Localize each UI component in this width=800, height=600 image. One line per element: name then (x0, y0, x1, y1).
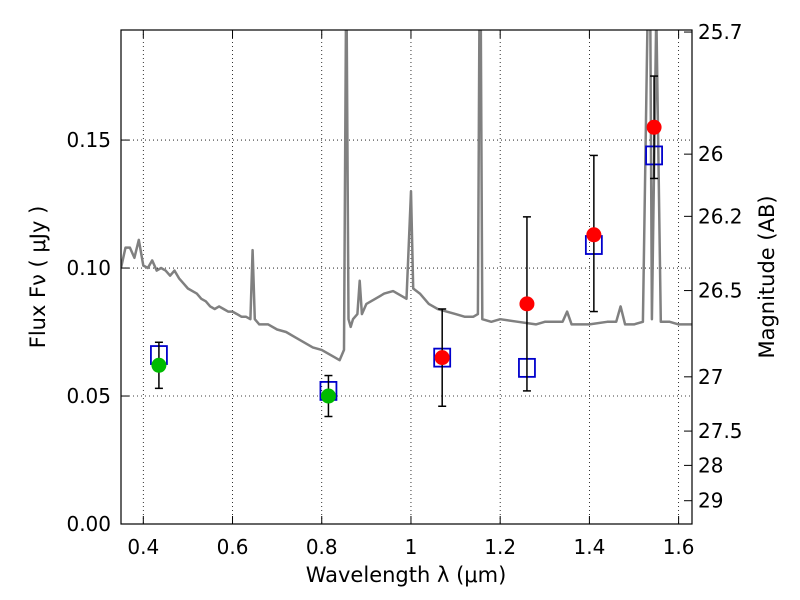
marker-layer (150, 75, 663, 418)
spectrum-line (121, 30, 692, 362)
mag-tick-label: 28 (698, 453, 723, 477)
photometry-point (646, 119, 662, 135)
x-axis-title: Wavelength λ (μm) (306, 563, 507, 587)
photometry-point (320, 388, 336, 404)
photometry-point (519, 296, 535, 312)
mag-tick-label: 26.2 (698, 204, 743, 228)
mag-tick-label: 27.5 (698, 419, 743, 443)
y-tick-label: 0.00 (66, 512, 111, 536)
x-tick-label: 1.4 (573, 535, 605, 559)
y-axis-title: Flux Fν ( μJy ) (26, 206, 50, 349)
y-tick-label: 0.15 (66, 128, 111, 152)
x-tick-label: 1.6 (663, 535, 695, 559)
photometry-point (586, 227, 602, 243)
spectrum-layer (121, 30, 692, 362)
mag-tick-label: 27 (698, 365, 723, 389)
plot-frame (120, 29, 693, 525)
photometry-point (151, 357, 167, 373)
x-tick-label: 0.6 (217, 535, 249, 559)
x-tick-label: 1.2 (484, 535, 516, 559)
tick-layer: 0.4 0.6 0.8 1 1.2 1.4 1.6 0.00 0.05 0.10 0.15 25.7 2… (66, 20, 742, 559)
y-tick-label: 0.10 (66, 256, 111, 280)
photometry-point (434, 350, 450, 366)
y-tick-label: 0.05 (66, 384, 111, 408)
mag-tick-label: 25.7 (698, 20, 743, 44)
mag-tick-label: 29 (698, 489, 723, 513)
x-tick-label: 0.8 (306, 535, 338, 559)
x-tick-label: 1 (405, 535, 418, 559)
mag-tick-label: 26 (698, 142, 723, 166)
x-tick-label: 0.4 (127, 535, 159, 559)
mag-tick-label: 26.5 (698, 279, 743, 303)
right-axis-title: Magnitude (AB) (755, 195, 779, 358)
